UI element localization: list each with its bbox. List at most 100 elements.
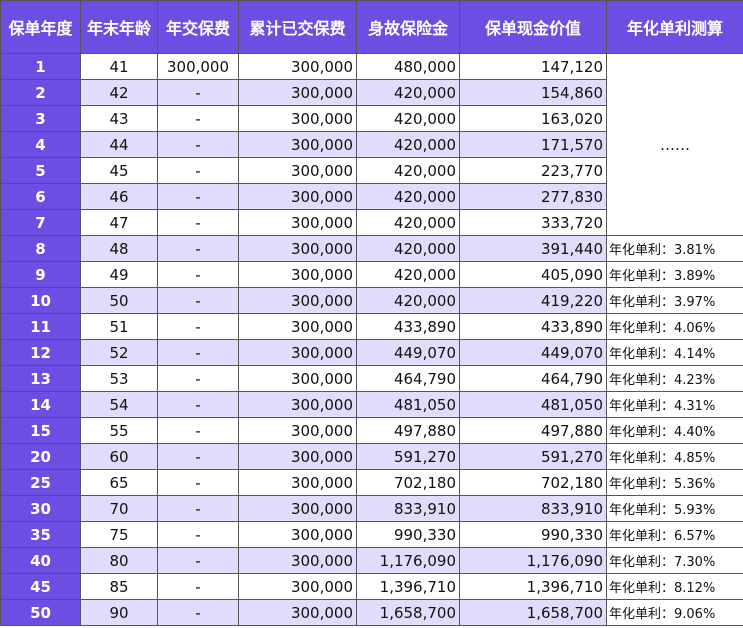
header-row: 保单年度 年末年龄 年交保费 累计已交保费 身故保险金 保单现金价值 年化单利测算	[0, 0, 743, 54]
data-cell: 1,396,710	[459, 573, 607, 600]
year-cell: 6	[0, 183, 81, 210]
table-row: 20 60-300,000 591,270 591,270 年化单利：4.85%	[0, 443, 743, 470]
rate-cell: 年化单利：4.14%	[606, 339, 743, 366]
year-cell: 25	[0, 469, 81, 496]
year-cell: 30	[0, 495, 81, 522]
data-cell: 433,890	[459, 313, 607, 340]
data-cell: 481,050	[356, 391, 460, 418]
data-cell: -	[157, 209, 239, 236]
data-cell: 53	[80, 365, 158, 392]
data-cell: 41	[80, 53, 158, 80]
year-cell: 35	[0, 521, 81, 548]
data-cell: -	[157, 521, 239, 548]
data-cell: 147,120	[459, 53, 607, 80]
data-cell: 300,000	[157, 53, 239, 80]
header-cell: 保单年度	[0, 0, 81, 54]
table-row: 50 90-300,000 1,658,700 1,658,700 年化单利：9.06%	[0, 599, 743, 626]
data-cell: -	[157, 391, 239, 418]
data-cell: 300,000	[238, 443, 357, 470]
data-cell: 277,830	[459, 183, 607, 210]
year-cell: 50	[0, 599, 81, 626]
table-row: 12 52-300,000 449,070 449,070 年化单利：4.14%	[0, 339, 743, 366]
table-row: 35 75-300,000 990,330 990,330 年化单利：6.57%	[0, 521, 743, 548]
table-row: 14 54-300,000 481,050 481,050 年化单利：4.31%	[0, 391, 743, 418]
data-cell: 420,000	[356, 79, 460, 106]
table-body: 1 41 300,000 300,000 480,000 147,120…… 2 42-300…	[0, 53, 743, 626]
data-cell: 75	[80, 521, 158, 548]
data-cell: 300,000	[238, 495, 357, 522]
data-cell: 420,000	[356, 157, 460, 184]
data-cell: 833,910	[356, 495, 460, 522]
data-cell: 497,880	[459, 417, 607, 444]
data-cell: -	[157, 235, 239, 262]
year-cell: 9	[0, 261, 81, 288]
data-cell: 420,000	[356, 209, 460, 236]
data-cell: -	[157, 599, 239, 626]
data-cell: 1,396,710	[356, 573, 460, 600]
data-cell: 420,000	[356, 183, 460, 210]
data-cell: 300,000	[238, 183, 357, 210]
year-cell: 12	[0, 339, 81, 366]
data-cell: 497,880	[356, 417, 460, 444]
table-row: 15 55-300,000 497,880 497,880 年化单利：4.40%	[0, 417, 743, 444]
data-cell: 1,176,090	[356, 547, 460, 574]
rate-cell: 年化单利：3.89%	[606, 261, 743, 288]
header-cell: 保单现金价值	[459, 0, 607, 54]
data-cell: 47	[80, 209, 158, 236]
table-row: 8 48-300,000 420,000 391,440 年化单利：3.81%	[0, 235, 743, 262]
data-cell: 51	[80, 313, 158, 340]
data-cell: 80	[80, 547, 158, 574]
data-cell: 44	[80, 131, 158, 158]
data-cell: 300,000	[238, 287, 357, 314]
data-cell: 50	[80, 287, 158, 314]
table-row: 25 65-300,000 702,180 702,180 年化单利：5.36%	[0, 469, 743, 496]
data-cell: -	[157, 287, 239, 314]
header-cell: 年末年龄	[80, 0, 158, 54]
data-cell: 300,000	[238, 79, 357, 106]
year-cell: 4	[0, 131, 81, 158]
data-cell: 300,000	[238, 339, 357, 366]
data-cell: 300,000	[238, 391, 357, 418]
data-cell: 990,330	[459, 521, 607, 548]
year-cell: 40	[0, 547, 81, 574]
data-cell: -	[157, 547, 239, 574]
rate-cell: 年化单利：8.12%	[606, 573, 743, 600]
data-cell: 391,440	[459, 235, 607, 262]
data-cell: 300,000	[238, 573, 357, 600]
year-cell: 3	[0, 105, 81, 132]
data-cell: 420,000	[356, 287, 460, 314]
data-cell: 702,180	[356, 469, 460, 496]
data-cell: 405,090	[459, 261, 607, 288]
data-cell: 333,720	[459, 209, 607, 236]
data-cell: 300,000	[238, 157, 357, 184]
rate-cell: 年化单利：4.23%	[606, 365, 743, 392]
data-cell: 300,000	[238, 105, 357, 132]
data-cell: 481,050	[459, 391, 607, 418]
data-cell: 46	[80, 183, 158, 210]
data-cell: 55	[80, 417, 158, 444]
data-cell: 420,000	[356, 261, 460, 288]
rate-note: ……	[606, 53, 743, 236]
data-cell: 449,070	[356, 339, 460, 366]
data-cell: -	[157, 339, 239, 366]
data-cell: 300,000	[238, 235, 357, 262]
data-cell: 48	[80, 235, 158, 262]
data-cell: 60	[80, 443, 158, 470]
table-row: 11 51-300,000 433,890 433,890 年化单利：4.06%	[0, 313, 743, 340]
data-cell: -	[157, 443, 239, 470]
data-cell: 223,770	[459, 157, 607, 184]
data-cell: 49	[80, 261, 158, 288]
data-cell: 591,270	[356, 443, 460, 470]
year-cell: 14	[0, 391, 81, 418]
data-cell: 54	[80, 391, 158, 418]
data-cell: -	[157, 313, 239, 340]
data-cell: -	[157, 573, 239, 600]
rate-cell: 年化单利：4.40%	[606, 417, 743, 444]
table-row: 2 42-300,000 420,000 154,860	[0, 79, 743, 106]
table-row: 5 45-300,000 420,000 223,770	[0, 157, 743, 184]
data-cell: 1,658,700	[459, 599, 607, 626]
header-cell: 累计已交保费	[238, 0, 357, 54]
data-cell: -	[157, 105, 239, 132]
data-cell: 85	[80, 573, 158, 600]
